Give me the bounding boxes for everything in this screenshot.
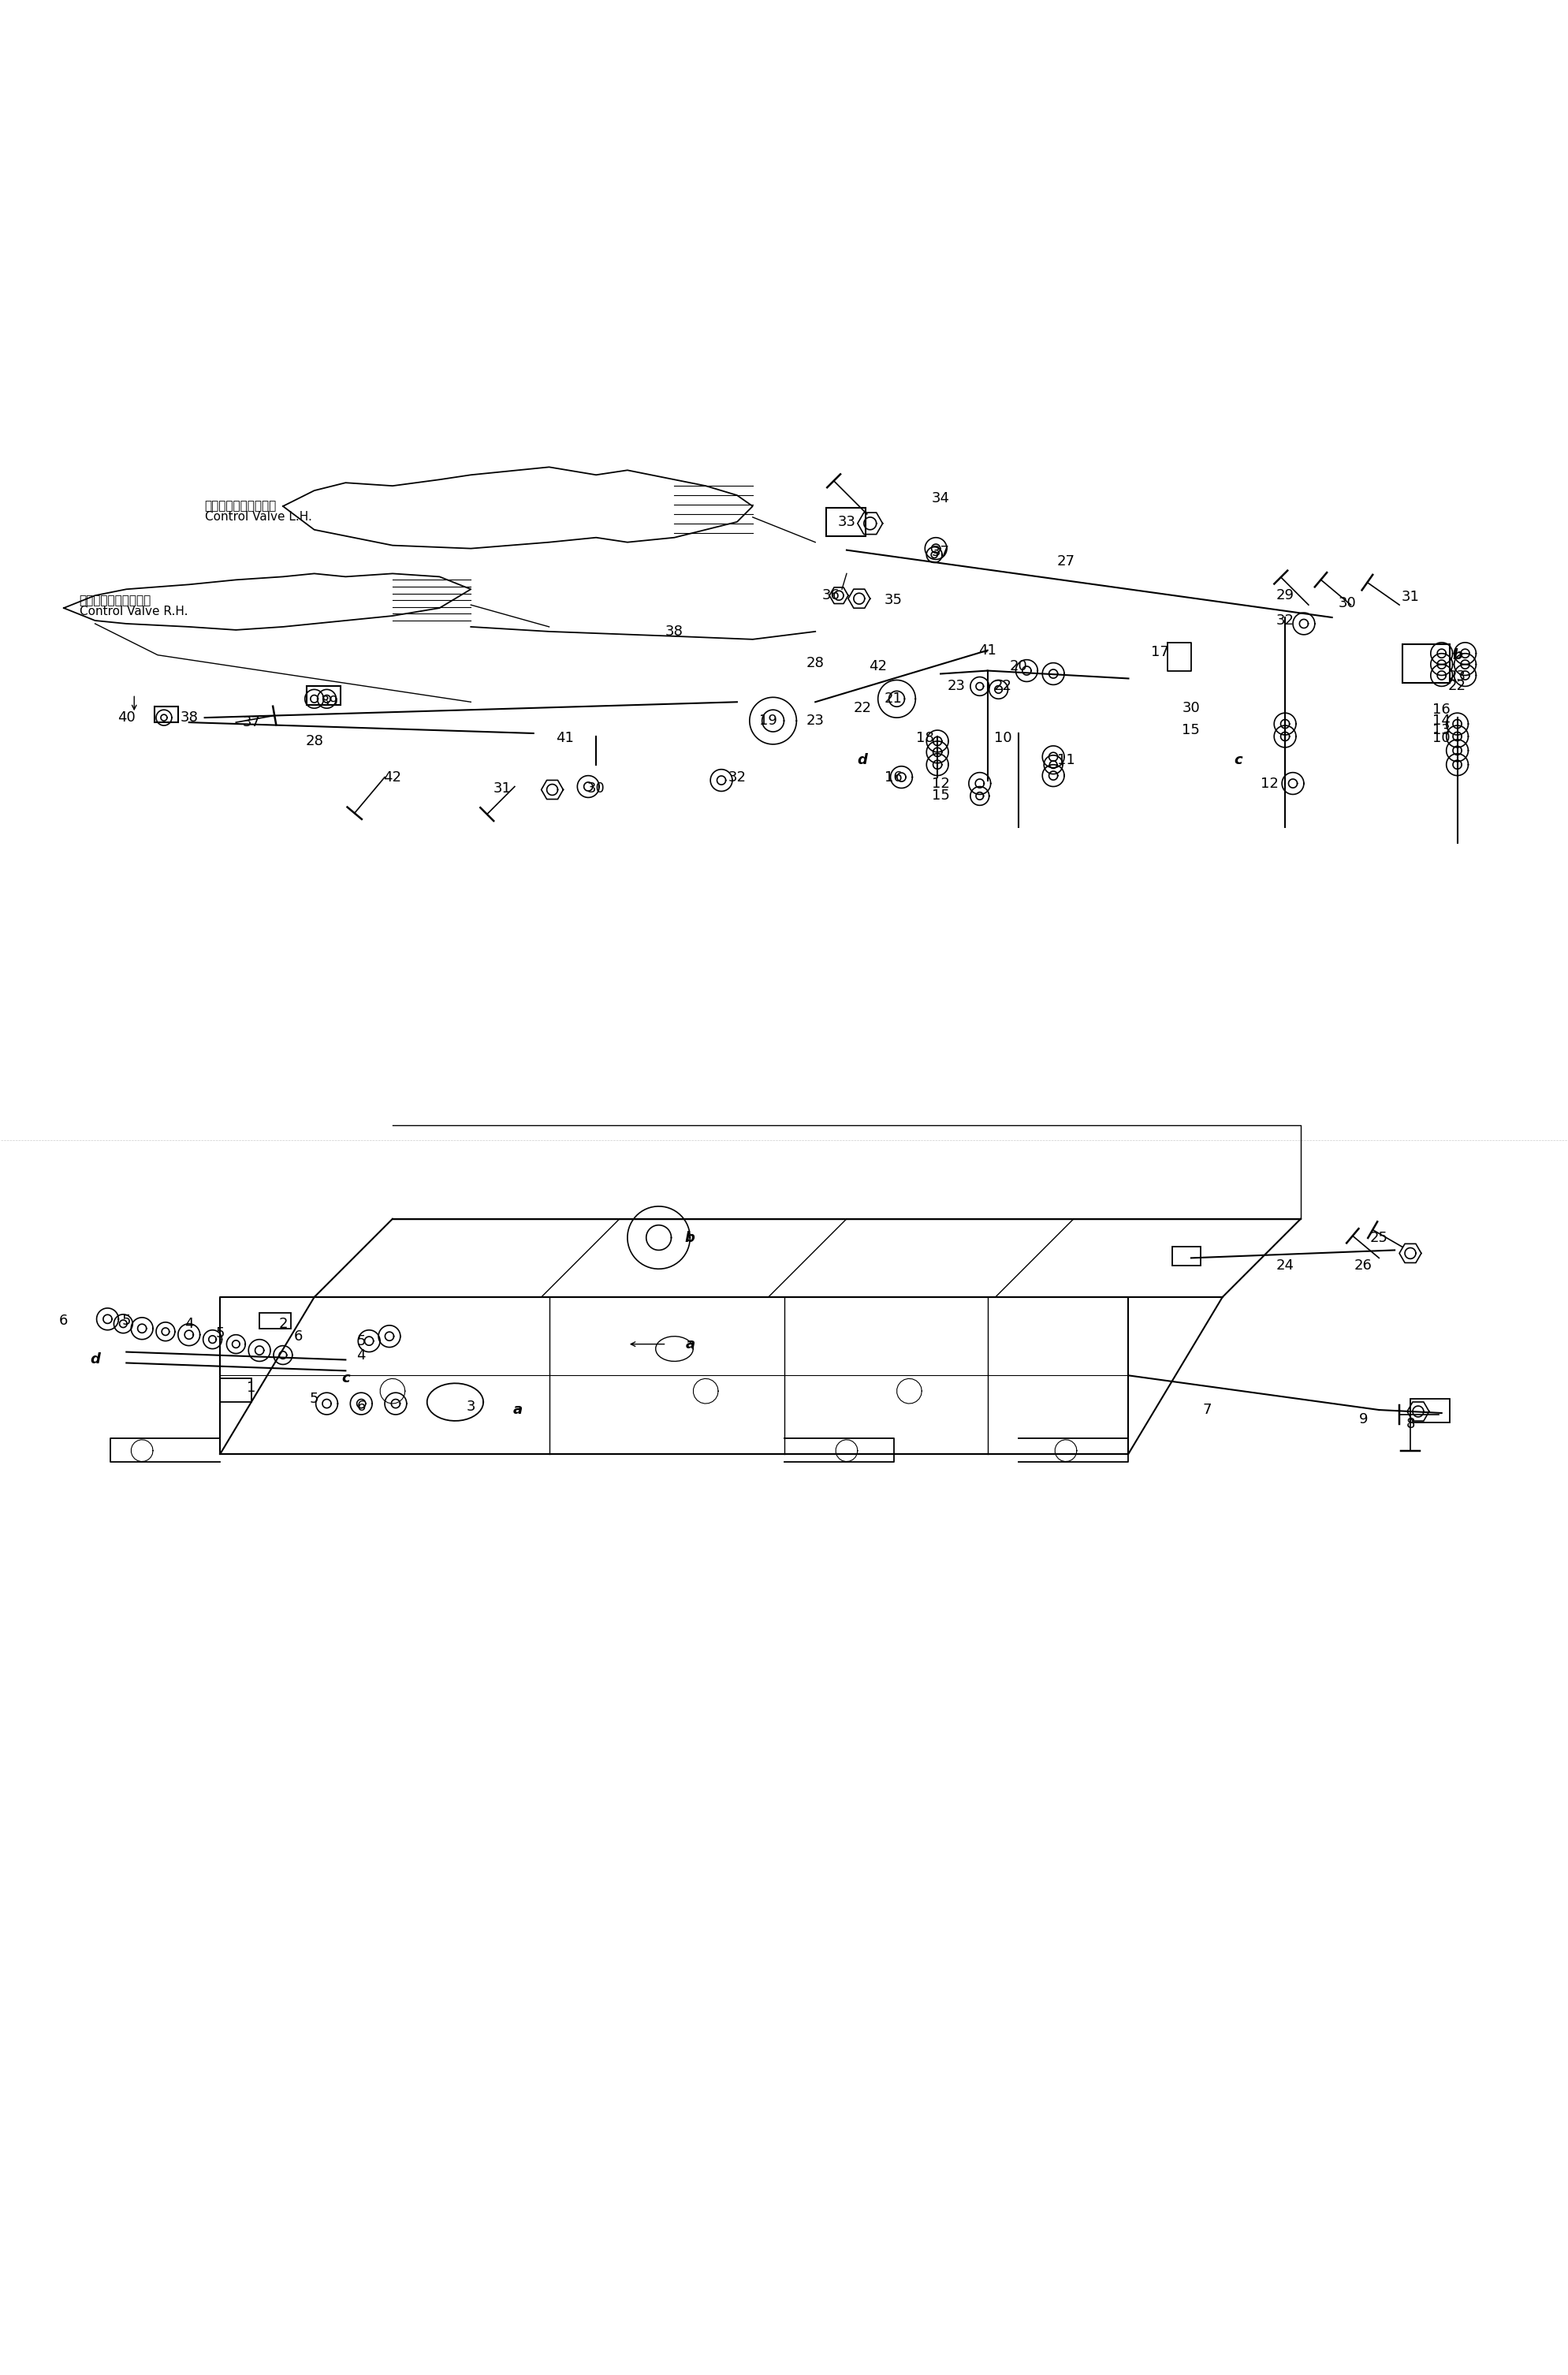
Text: 16: 16 — [1433, 703, 1450, 717]
Text: 15: 15 — [931, 788, 950, 803]
Bar — [259, 1313, 290, 1328]
Text: 8: 8 — [1406, 1418, 1414, 1432]
Text: 37: 37 — [243, 715, 260, 729]
Text: Control Valve L.H.: Control Valve L.H. — [205, 511, 312, 522]
Text: 30: 30 — [1339, 596, 1356, 610]
Text: d: d — [89, 1354, 100, 1368]
Text: b: b — [685, 1230, 695, 1245]
Text: 4: 4 — [356, 1349, 365, 1363]
Text: 23: 23 — [947, 679, 966, 693]
Bar — [826, 508, 866, 537]
Text: 28: 28 — [306, 734, 323, 748]
Text: 41: 41 — [978, 644, 997, 658]
Text: 5: 5 — [310, 1392, 318, 1406]
Text: 35: 35 — [884, 594, 903, 608]
Text: 30: 30 — [1182, 701, 1200, 715]
Text: 34: 34 — [931, 492, 950, 506]
Text: 7: 7 — [1203, 1404, 1212, 1418]
Bar — [1173, 1247, 1201, 1266]
Text: 17: 17 — [1151, 644, 1168, 658]
Text: 20: 20 — [1010, 658, 1029, 672]
Text: 28: 28 — [806, 656, 825, 670]
Text: 12: 12 — [931, 777, 950, 791]
Text: 32: 32 — [1276, 613, 1294, 627]
Text: 2: 2 — [279, 1316, 287, 1330]
Text: a: a — [685, 1337, 695, 1351]
Text: 30: 30 — [586, 781, 605, 796]
Text: 11: 11 — [1057, 753, 1074, 767]
Text: a: a — [513, 1404, 522, 1418]
Text: 26: 26 — [1355, 1259, 1372, 1273]
Text: 22: 22 — [994, 679, 1013, 693]
Text: b: b — [1452, 648, 1463, 663]
Text: 23: 23 — [806, 712, 825, 727]
Text: 23: 23 — [1449, 670, 1466, 684]
Text: 32: 32 — [728, 770, 746, 784]
Text: 42: 42 — [384, 770, 401, 784]
Text: 38: 38 — [180, 710, 198, 724]
Text: 29: 29 — [1276, 589, 1294, 603]
Text: 10: 10 — [994, 732, 1011, 746]
Text: 6: 6 — [295, 1330, 303, 1344]
Text: 22: 22 — [853, 701, 872, 715]
Text: 40: 40 — [118, 710, 135, 724]
Text: 41: 41 — [555, 732, 574, 746]
Bar — [155, 708, 179, 722]
Text: 38: 38 — [665, 625, 684, 639]
Text: d: d — [858, 753, 867, 767]
Text: 15: 15 — [1182, 722, 1200, 736]
Text: 25: 25 — [1370, 1230, 1388, 1245]
Text: 14: 14 — [1433, 712, 1450, 727]
Bar — [1402, 644, 1449, 684]
Text: コントロールバルブ左: コントロールバルブ左 — [205, 501, 276, 513]
Bar — [1410, 1399, 1449, 1423]
Text: 18: 18 — [916, 732, 935, 746]
Text: 16: 16 — [884, 770, 903, 784]
Text: 12: 12 — [1261, 777, 1278, 791]
Text: 5: 5 — [356, 1335, 365, 1349]
Text: 5: 5 — [216, 1325, 224, 1339]
Bar — [221, 1377, 251, 1401]
Text: c: c — [342, 1370, 350, 1385]
Text: 4: 4 — [185, 1316, 193, 1330]
Bar — [306, 686, 340, 705]
Text: c: c — [1234, 753, 1242, 767]
Text: 6: 6 — [60, 1313, 69, 1328]
Text: 13: 13 — [1433, 722, 1450, 736]
Text: 21: 21 — [884, 691, 903, 705]
Text: 9: 9 — [1359, 1413, 1367, 1427]
Text: 36: 36 — [822, 589, 840, 603]
Text: 19: 19 — [759, 712, 778, 727]
Text: 33: 33 — [837, 515, 856, 530]
Text: コントロールバルブ右: コントロールバルブ右 — [80, 594, 152, 606]
Text: 31: 31 — [1402, 589, 1419, 603]
Text: 27: 27 — [1057, 553, 1076, 568]
Text: 1: 1 — [248, 1380, 256, 1394]
Text: 31: 31 — [494, 781, 511, 796]
Text: 10: 10 — [1433, 732, 1450, 746]
Text: 24: 24 — [1276, 1259, 1294, 1273]
Text: 22: 22 — [1449, 679, 1466, 693]
Text: 6: 6 — [358, 1399, 365, 1413]
Text: 37: 37 — [931, 544, 950, 558]
Text: Control Valve R.H.: Control Valve R.H. — [80, 606, 188, 618]
Text: 39: 39 — [321, 696, 339, 710]
Text: 5: 5 — [122, 1313, 130, 1328]
Text: 42: 42 — [869, 658, 887, 672]
Text: 3: 3 — [466, 1399, 475, 1413]
